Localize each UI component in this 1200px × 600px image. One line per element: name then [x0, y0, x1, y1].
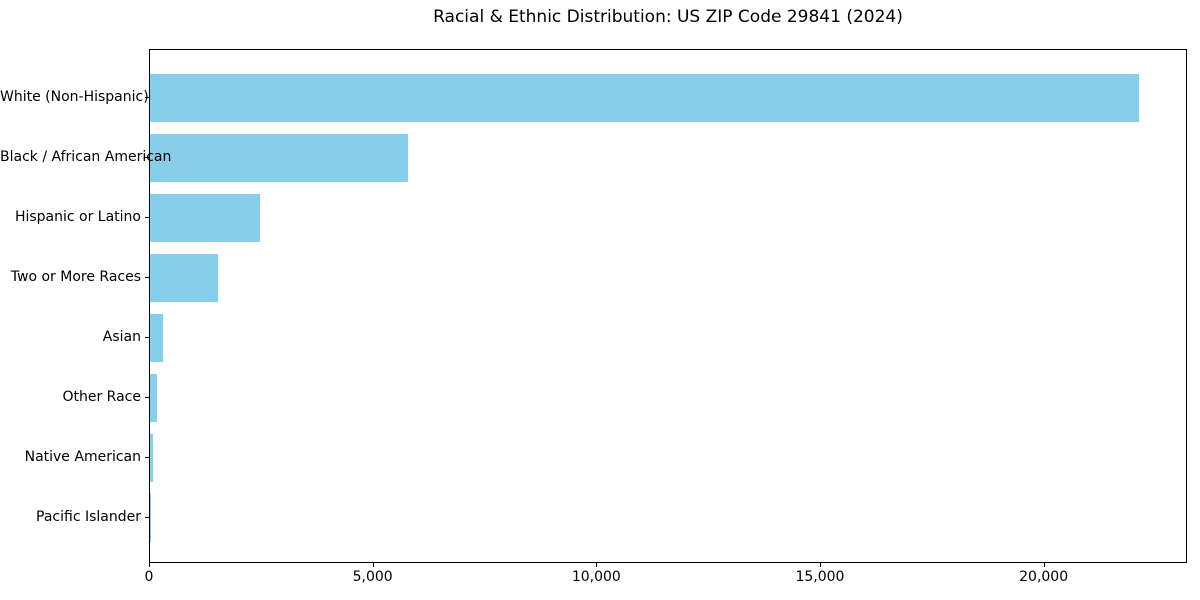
- x-tick-label: 5,000: [352, 569, 393, 585]
- plot-area: [149, 49, 1187, 563]
- bar-native-american: [150, 434, 153, 482]
- y-tick-mark: [145, 217, 149, 218]
- bar-hispanic-or-latino: [150, 194, 260, 242]
- x-tick-mark: [1043, 563, 1045, 567]
- y-tick-label: Black / African American: [0, 149, 172, 165]
- y-tick-label: Two or More Races: [10, 269, 141, 285]
- y-tick-mark: [145, 157, 149, 158]
- x-tick-mark: [149, 563, 150, 567]
- bar-white-non-hispanic: [150, 74, 1139, 122]
- x-tick-mark: [372, 563, 374, 567]
- y-tick-label: Other Race: [62, 389, 141, 405]
- y-tick-mark: [145, 397, 149, 398]
- chart-title: Racial & Ethnic Distribution: US ZIP Cod…: [433, 7, 903, 27]
- x-tick-label: 20,000: [1019, 569, 1069, 585]
- bar-black-african-american: [150, 134, 409, 182]
- y-tick-mark: [145, 337, 149, 338]
- x-tick-mark: [819, 563, 821, 567]
- x-tick-label: 15,000: [795, 569, 845, 585]
- y-tick-mark: [145, 457, 149, 458]
- y-tick-label: White (Non-Hispanic): [0, 89, 149, 105]
- y-tick-label: Pacific Islander: [36, 509, 141, 525]
- y-tick-mark: [145, 517, 149, 518]
- y-tick-label: Asian: [102, 329, 141, 345]
- y-tick-label: Hispanic or Latino: [14, 209, 141, 225]
- y-tick-label: Native American: [24, 449, 141, 465]
- x-tick-mark: [596, 563, 598, 567]
- x-tick-label: 10,000: [571, 569, 621, 585]
- bar-two-or-more-races: [150, 254, 218, 302]
- bar-asian: [150, 314, 163, 362]
- x-tick-label: 0: [144, 569, 154, 585]
- y-tick-mark: [145, 277, 149, 278]
- y-tick-mark: [145, 97, 149, 98]
- bar-other-race: [150, 374, 157, 422]
